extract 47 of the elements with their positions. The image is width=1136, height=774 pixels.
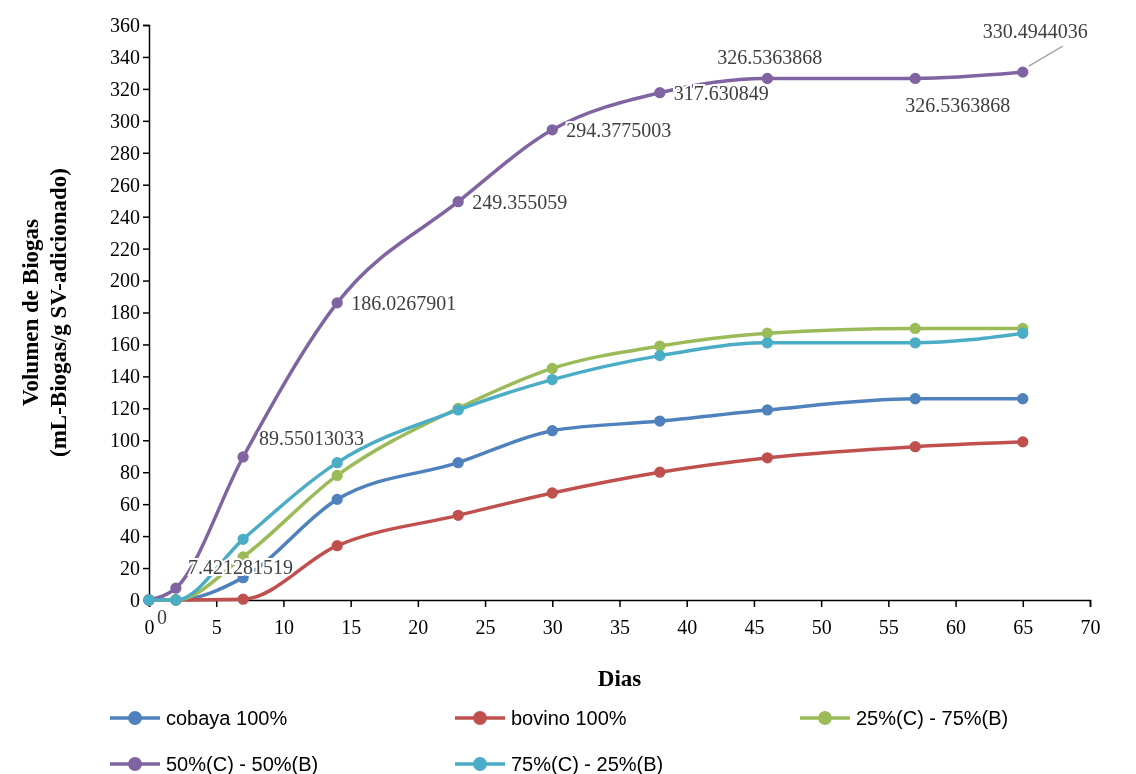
y-tick-label: 20: [120, 556, 140, 579]
y-tick-label: 200: [110, 269, 140, 292]
y-tick-label: 340: [110, 45, 140, 68]
legend-label: 25%(C) - 75%(B): [856, 707, 1009, 729]
y-axis-title: Volumen de Biogas (mL-Biogas/g SV-adicionado): [18, 167, 71, 458]
x-tick-label: 0: [144, 616, 155, 638]
data-label: 294.3775003: [566, 118, 672, 141]
x-axis-title: Dias: [597, 666, 642, 691]
x-tick-label: 55: [878, 616, 899, 638]
y-tick-label: 300: [110, 109, 140, 132]
y-tick-label: 180: [110, 301, 140, 324]
x-tick-label: 20: [408, 616, 429, 638]
y-tick-label: 360: [110, 13, 140, 36]
x-tick-label: 45: [744, 616, 765, 638]
x-tick-label: 60: [946, 616, 967, 638]
data-label: 89.55013033: [259, 426, 365, 449]
y-tick-label: 280: [110, 141, 140, 164]
y-tick-label: 240: [110, 205, 140, 228]
legend-label: bovino 100%: [511, 707, 627, 729]
y-tick-label: 260: [110, 173, 140, 196]
x-tick-label: 65: [1013, 616, 1034, 638]
x-tick-label: 70: [1080, 616, 1101, 638]
legend-label: cobaya 100%: [166, 707, 288, 729]
x-tick-label: 25: [475, 616, 496, 638]
y-tick-label: 320: [110, 77, 140, 100]
x-tick-label: 50: [811, 616, 832, 638]
data-label: 326.5363868: [905, 94, 1011, 117]
y-tick-label: 140: [110, 365, 140, 388]
y-tick-label: 80: [120, 461, 140, 484]
y-tick-label: 0: [130, 588, 140, 611]
x-tick-label: 30: [542, 616, 563, 638]
x-tick-label: 40: [677, 616, 698, 638]
data-label: 186.0267901: [351, 291, 457, 314]
y-tick-label: 40: [120, 525, 140, 548]
data-label: 326.5363868: [717, 46, 823, 69]
x-tick-label: 15: [341, 616, 362, 638]
y-tick-label: 220: [110, 237, 140, 260]
data-label: 330.4944036: [982, 20, 1088, 43]
data-label: 317.630849: [673, 81, 769, 104]
x-tick-label: 10: [273, 616, 294, 638]
y-tick-label: 60: [120, 493, 140, 516]
y-tick-label: 120: [110, 397, 140, 420]
y-tick-label: 160: [110, 333, 140, 356]
x-tick-label: 5: [211, 616, 222, 638]
x-tick-label: 35: [610, 616, 630, 638]
y-tick-label: 100: [110, 429, 140, 452]
data-label: 249.355059: [472, 190, 568, 213]
